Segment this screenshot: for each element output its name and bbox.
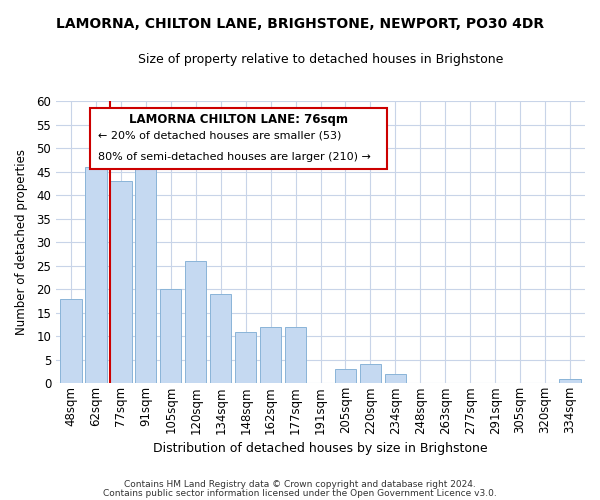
Bar <box>360 364 381 384</box>
Bar <box>185 261 206 384</box>
Bar <box>110 182 131 384</box>
Bar <box>235 332 256 384</box>
Bar <box>135 162 157 384</box>
Bar <box>260 327 281 384</box>
Text: 80% of semi-detached houses are larger (210) →: 80% of semi-detached houses are larger (… <box>98 152 371 162</box>
Bar <box>285 327 306 384</box>
Y-axis label: Number of detached properties: Number of detached properties <box>15 150 28 336</box>
X-axis label: Distribution of detached houses by size in Brighstone: Distribution of detached houses by size … <box>153 442 488 455</box>
Bar <box>385 374 406 384</box>
Bar <box>160 290 181 384</box>
Bar <box>210 294 232 384</box>
Text: Contains HM Land Registry data © Crown copyright and database right 2024.: Contains HM Land Registry data © Crown c… <box>124 480 476 489</box>
Text: ← 20% of detached houses are smaller (53): ← 20% of detached houses are smaller (53… <box>98 131 342 141</box>
Bar <box>61 298 82 384</box>
Text: Contains public sector information licensed under the Open Government Licence v3: Contains public sector information licen… <box>103 488 497 498</box>
Bar <box>85 167 107 384</box>
Bar <box>559 378 581 384</box>
Title: Size of property relative to detached houses in Brighstone: Size of property relative to detached ho… <box>138 52 503 66</box>
Text: LAMORNA CHILTON LANE: 76sqm: LAMORNA CHILTON LANE: 76sqm <box>129 112 348 126</box>
Bar <box>335 369 356 384</box>
Text: LAMORNA, CHILTON LANE, BRIGHSTONE, NEWPORT, PO30 4DR: LAMORNA, CHILTON LANE, BRIGHSTONE, NEWPO… <box>56 18 544 32</box>
FancyBboxPatch shape <box>91 108 386 169</box>
